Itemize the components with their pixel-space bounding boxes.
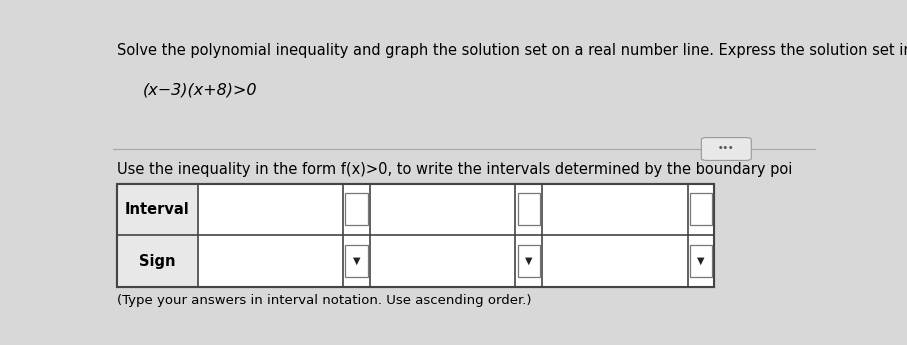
Bar: [117, 184, 715, 287]
Text: (x−3)(x+8)>0: (x−3)(x+8)>0: [143, 82, 258, 98]
Bar: [117, 184, 198, 287]
Bar: [117, 184, 715, 287]
Bar: [690, 193, 712, 226]
Text: ▼: ▼: [353, 256, 360, 266]
Text: ▼: ▼: [697, 256, 705, 266]
Bar: [346, 245, 368, 277]
Text: Sign: Sign: [139, 254, 176, 269]
Bar: [518, 193, 540, 226]
Text: •••: •••: [718, 145, 735, 154]
Text: (Type your answers in interval notation. Use ascending order.): (Type your answers in interval notation.…: [117, 294, 532, 307]
Text: Use the inequality in the form f(x)>0, to write the intervals determined by the : Use the inequality in the form f(x)>0, t…: [117, 162, 793, 177]
Bar: [690, 245, 712, 277]
Text: ▼: ▼: [525, 256, 532, 266]
FancyBboxPatch shape: [701, 138, 751, 160]
Bar: [346, 193, 368, 226]
Text: Solve the polynomial inequality and graph the solution set on a real number line: Solve the polynomial inequality and grap…: [117, 43, 907, 58]
Bar: [198, 184, 715, 287]
Text: Interval: Interval: [125, 202, 190, 217]
Bar: [518, 245, 540, 277]
